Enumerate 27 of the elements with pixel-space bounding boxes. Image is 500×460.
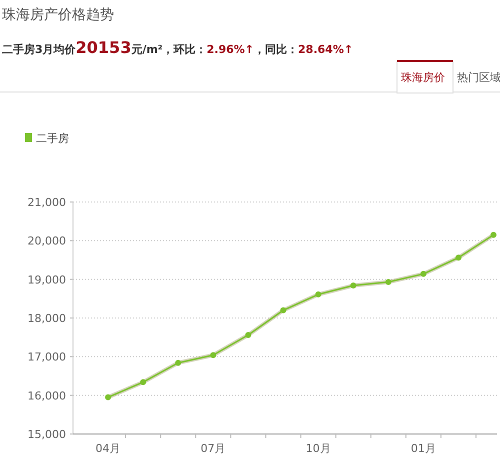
y-tick-label: 19,000 [28, 273, 66, 286]
point [210, 352, 216, 358]
x-tick-label: 10月 [306, 442, 331, 455]
x-tick-label: 01月 [410, 442, 436, 455]
point [490, 232, 496, 238]
chart-subtitle: 二手房3月均价20153元/m²，环比：2.96%↑，同比：28.64%↑ [2, 38, 354, 57]
point [105, 394, 112, 400]
text: 珠海房价 [401, 71, 445, 84]
x-tick-label: 04月 [96, 442, 121, 455]
point [420, 270, 426, 277]
y-tick-label: 18,000 [28, 312, 66, 325]
point [245, 332, 252, 338]
y-tick-label: 16,000 [28, 389, 66, 402]
point [350, 282, 356, 289]
x-tick-label: 07月 [200, 442, 226, 455]
point [175, 360, 182, 366]
y-tick-label: 20,000 [28, 234, 66, 248]
point [140, 379, 146, 386]
point [315, 291, 322, 298]
y-tick-label: 15,000 [28, 428, 66, 441]
point [455, 254, 462, 261]
legend-label: 二手房 [36, 132, 69, 145]
point [280, 307, 286, 314]
point [385, 279, 392, 286]
y-tick-label: 21,000 [28, 196, 66, 209]
chart-title: 珠海房产价格趋势 [2, 7, 114, 23]
y-tick-label: 17,000 [28, 350, 66, 364]
